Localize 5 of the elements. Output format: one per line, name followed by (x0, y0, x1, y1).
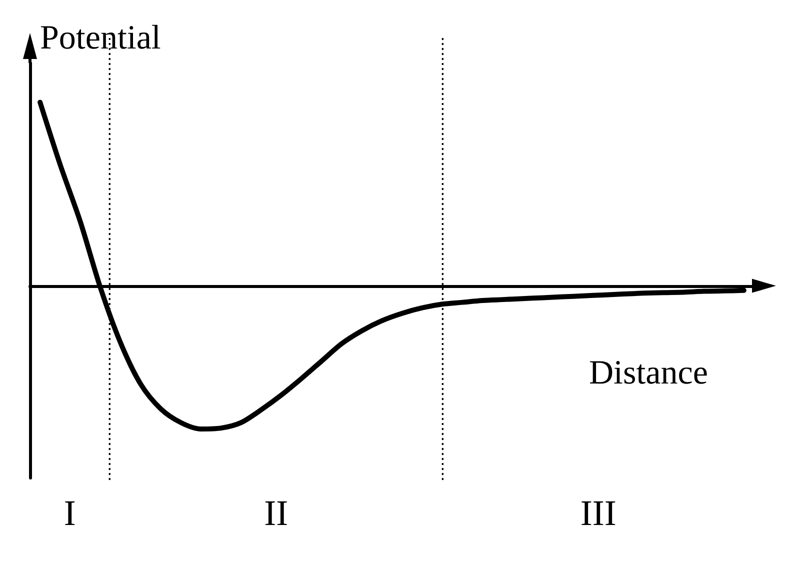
text: II (264, 493, 288, 533)
text: III (580, 493, 616, 533)
y-axis-title: Potential (40, 20, 161, 56)
x-axis-title: Distance (589, 354, 708, 392)
text: I (64, 493, 76, 533)
